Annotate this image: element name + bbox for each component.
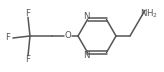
Text: N: N <box>83 51 90 60</box>
Text: N: N <box>83 12 90 21</box>
Text: NH$_2$: NH$_2$ <box>140 8 158 20</box>
Text: F: F <box>25 56 31 65</box>
Text: O: O <box>65 32 71 40</box>
Text: F: F <box>6 33 10 42</box>
Text: F: F <box>25 8 31 17</box>
